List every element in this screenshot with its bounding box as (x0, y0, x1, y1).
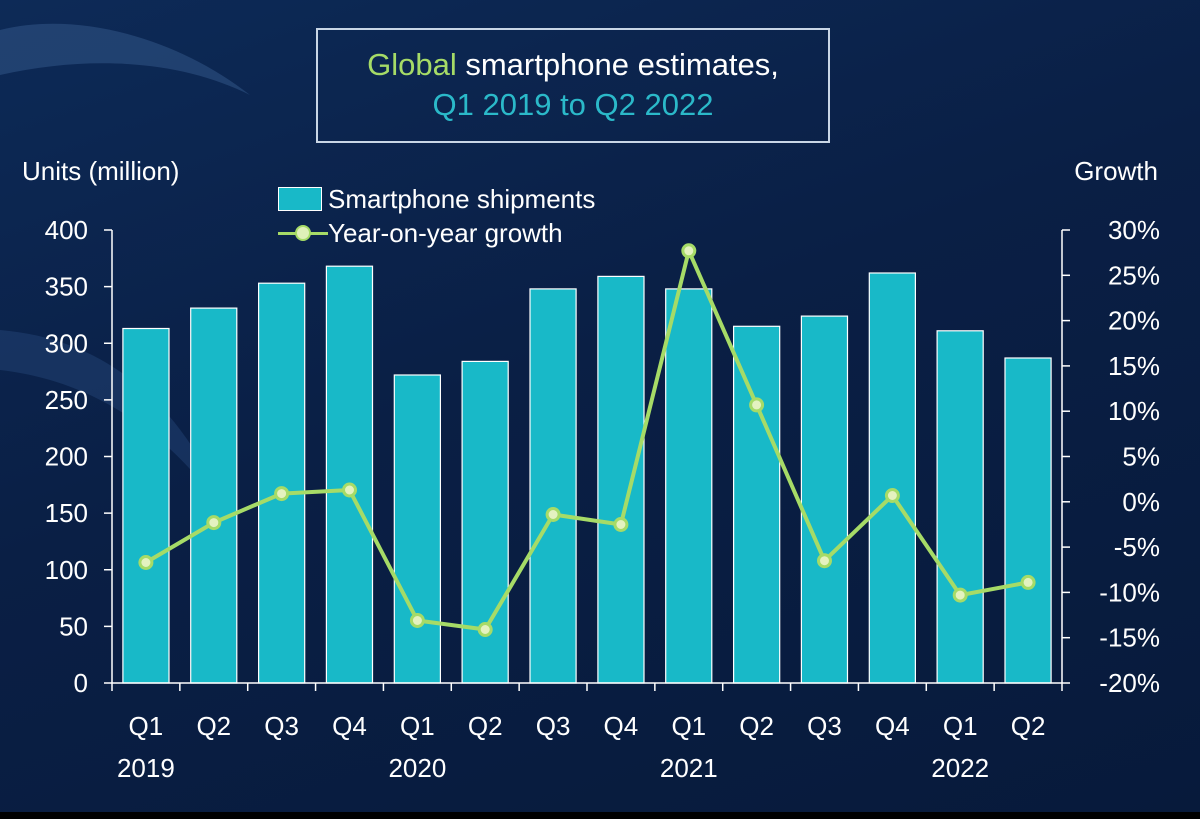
x-tick-label-quarter: Q1 (943, 711, 978, 741)
x-tick-label-quarter: Q1 (671, 711, 706, 741)
growth-point (138, 555, 154, 570)
legend-label-growth: Year-on-year growth (328, 217, 563, 248)
x-tick-label-quarter: Q3 (264, 711, 299, 741)
growth-point (342, 482, 357, 498)
x-tick-label-quarter: Q1 (400, 711, 435, 741)
bar-shipments (665, 288, 713, 684)
growth-point (206, 515, 222, 531)
bar-shipments (393, 374, 441, 684)
left-tick-label: 400 (45, 215, 88, 245)
growth-point (545, 507, 561, 522)
x-tick-label-quarter: Q2 (739, 711, 774, 741)
bar-shipments (936, 330, 984, 684)
growth-series-line (144, 248, 1029, 632)
right-tick-label: -10% (1099, 577, 1160, 607)
growth-point (817, 553, 832, 569)
x-tick-label-quarter: Q2 (196, 711, 231, 741)
right-tick-label: 10% (1108, 396, 1160, 426)
left-tick-label: 300 (45, 328, 88, 358)
growth-point (409, 613, 425, 628)
bar-shipments (597, 275, 645, 684)
right-tick-label: 20% (1108, 306, 1160, 336)
left-tick-label: 200 (45, 442, 88, 472)
legend-bar-swatch (278, 187, 322, 211)
growth-point (613, 517, 629, 532)
right-tick-label: 15% (1108, 351, 1160, 381)
bar-shipments (258, 282, 306, 684)
x-tick-label-quarter: Q3 (807, 711, 842, 741)
bar-shipments (732, 325, 781, 684)
bar-shipments (529, 288, 577, 684)
left-tick-label: 250 (45, 385, 88, 415)
x-tick-label-year: 2020 (388, 753, 446, 783)
title-global: Global (367, 47, 457, 82)
right-tick-label: -15% (1099, 623, 1160, 653)
bar-shipments (800, 315, 849, 684)
growth-point (681, 243, 697, 259)
left-tick-label: 0 (74, 668, 88, 698)
growth-point (884, 488, 900, 503)
right-tick-label: 30% (1108, 215, 1160, 245)
bar-shipments (190, 307, 238, 684)
growth-point (952, 587, 968, 603)
bar-shipments (1004, 357, 1052, 684)
right-tick-label: -5% (1114, 532, 1160, 562)
x-tick-label-quarter: Q2 (1011, 711, 1046, 741)
title-rest: smartphone estimates, (456, 47, 779, 82)
right-tick-label: 25% (1108, 260, 1160, 290)
x-tick-label-quarter: Q4 (875, 711, 910, 741)
background-swoosh (0, 23, 250, 96)
growth-point (477, 622, 493, 637)
legend-label-shipments: Smartphone shipments (328, 183, 596, 214)
right-axis-title: Growth (1074, 156, 1158, 186)
bar-shipments (325, 265, 374, 684)
bar-shipments (122, 327, 170, 684)
x-tick-label-year: 2022 (931, 753, 989, 783)
title-subtitle: Q1 2019 to Q2 2022 (432, 87, 714, 122)
x-tick-label-quarter: Q3 (536, 711, 571, 741)
legend-item-growth: Year-on-year growth (278, 216, 595, 250)
legend-item-shipments: Smartphone shipments (278, 182, 595, 216)
right-tick-label: 5% (1122, 442, 1160, 472)
x-tick-label-quarter: Q4 (604, 711, 639, 741)
left-tick-label: 50 (59, 611, 88, 641)
growth-point (749, 397, 765, 413)
chart-title-box: Global smartphone estimates, Q1 2019 to … (316, 28, 830, 143)
legend: Smartphone shipments Year-on-year growth (278, 182, 595, 250)
left-tick-label: 150 (45, 498, 88, 528)
x-tick-label-quarter: Q4 (332, 711, 367, 741)
left-axis-title: Units (million) (22, 156, 180, 186)
x-tick-label-year: 2021 (660, 753, 718, 783)
background-swoosh-lower (0, 330, 230, 520)
right-tick-label: -20% (1099, 668, 1160, 698)
right-tick-label: 0% (1122, 487, 1160, 517)
x-tick-label-quarter: Q1 (129, 711, 164, 741)
left-tick-label: 100 (45, 555, 88, 585)
bar-shipments (868, 272, 916, 684)
growth-point (274, 486, 290, 502)
x-tick-label-year: 2019 (117, 753, 175, 783)
x-tick-label-quarter: Q2 (468, 711, 503, 741)
growth-point (1020, 574, 1036, 590)
legend-line-swatch (278, 221, 328, 245)
left-tick-label: 350 (45, 272, 88, 302)
